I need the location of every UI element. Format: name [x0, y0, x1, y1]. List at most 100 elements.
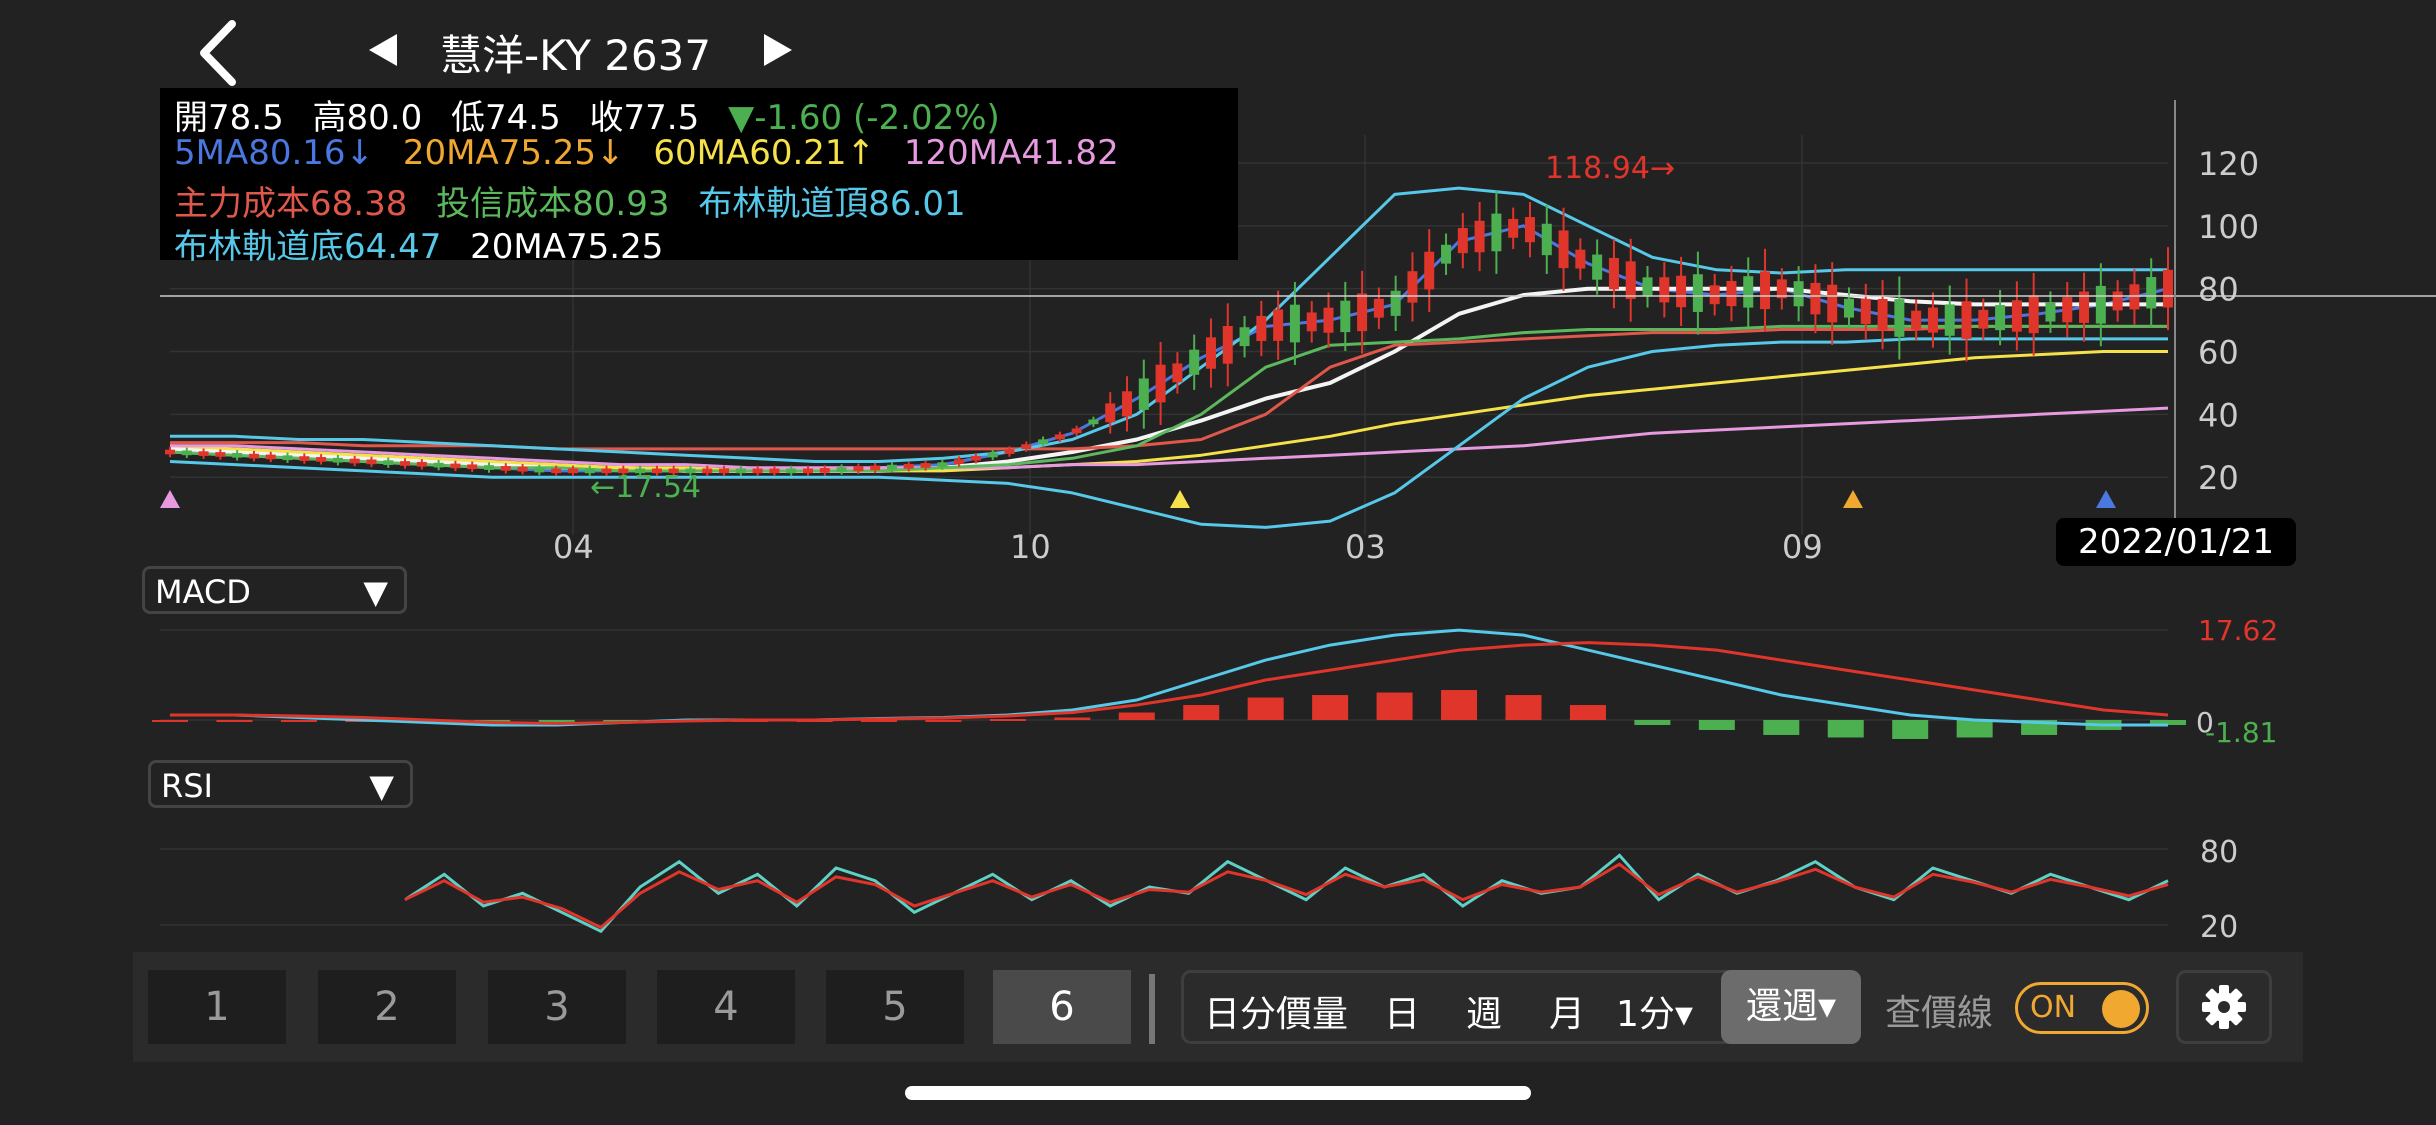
candle-body [165, 449, 175, 455]
candle-body [433, 462, 444, 468]
candle-body [332, 457, 343, 463]
period-day[interactable]: 日 [1384, 994, 1421, 1035]
period-intraday[interactable]: 日分價量 [1204, 994, 1349, 1035]
macd-bar [1183, 705, 1220, 720]
candle-body [1474, 220, 1485, 253]
candle-body [2079, 291, 2090, 323]
candle-body [265, 454, 276, 460]
min-price-label: ←17.54 [590, 470, 701, 505]
candle-body [1038, 439, 1049, 445]
close-price: 收77.5 [589, 98, 700, 138]
candle-body [181, 450, 192, 456]
candle-body [1659, 277, 1670, 303]
price-chart[interactable]: 120 100 80 60 40 20 04 10 03 09 118.94→ ←17.54 [0, 90, 2436, 560]
candle-body [970, 455, 981, 461]
candle-body [836, 467, 847, 472]
price-y-tick: 80 [2198, 271, 2239, 309]
ma20-value: 20MA75.25↓ [402, 133, 625, 173]
previous-stock-icon[interactable] [365, 30, 401, 70]
candle-body [1138, 378, 1149, 410]
candle-body [1155, 364, 1166, 403]
layout-tab-3[interactable]: 3 [488, 970, 626, 1044]
candle-body [1927, 307, 1938, 333]
rsi-selector[interactable]: RSI ▼ [148, 760, 413, 808]
candle-body [1592, 254, 1603, 280]
rsi-selector-label: RSI [161, 767, 213, 805]
layout-tab-2[interactable]: 2 [318, 970, 456, 1044]
candle-body [1323, 307, 1334, 333]
candle-body [786, 468, 797, 474]
candle-body [1273, 309, 1284, 341]
open-price: 開78.5 [174, 98, 284, 138]
lookup-line-toggle[interactable]: ON [2015, 982, 2149, 1034]
candle-body [1860, 298, 1871, 324]
candle-body [2028, 295, 2039, 334]
candle-body [1004, 449, 1015, 454]
week-return-button[interactable]: 還週▾ [1721, 970, 1861, 1044]
next-stock-icon[interactable] [760, 30, 796, 70]
candle-body [2062, 297, 2073, 323]
layout-tab-4[interactable]: 4 [657, 970, 795, 1044]
candle-body [500, 466, 511, 471]
macd-bar [1247, 697, 1284, 720]
candle-body [484, 465, 495, 470]
price-series-line [170, 406, 2169, 470]
candle-body [803, 468, 814, 474]
macd-grid [160, 629, 2168, 721]
macd-bar [2150, 720, 2186, 725]
candle-body [1357, 293, 1368, 332]
macd-selector[interactable]: MACD ▼ [142, 566, 407, 614]
marker-pink-triangle [160, 490, 180, 508]
back-chevron-icon[interactable] [190, 18, 250, 88]
max-price-label: 118.94→ [1545, 151, 1675, 186]
candle-body [920, 463, 931, 468]
candle-body [215, 452, 226, 457]
main-cost-value: 主力成本68.38 [174, 184, 408, 224]
toolbar-separator [1149, 974, 1155, 1044]
ma120-value: 120MA41.82 [903, 133, 1119, 173]
candle-body [668, 468, 679, 474]
price-axis-labels: 120 100 80 60 40 20 04 10 03 09 [553, 145, 2259, 560]
period-week[interactable]: 週 [1466, 994, 1503, 1035]
candle-body [1122, 391, 1133, 417]
macd-chart[interactable]: 17.62 0 -1.81 [0, 600, 2436, 760]
candle-body [1172, 363, 1183, 383]
price-series-line [170, 186, 2168, 463]
candle-body [1424, 251, 1435, 290]
candle-body [232, 452, 243, 458]
candle-body [248, 453, 259, 459]
macd-bar [1312, 695, 1349, 720]
lookup-line-label: 查價線 [1885, 993, 1994, 1034]
macd-bar [1827, 720, 1864, 738]
candle-body [1961, 301, 1972, 339]
home-indicator [905, 1086, 1531, 1100]
macd-bar [538, 720, 575, 722]
candle-body [1625, 261, 1636, 300]
macd-zero-label: 0 [2196, 706, 2214, 739]
candle-body [601, 468, 612, 474]
layout-tab-1[interactable]: 1 [148, 970, 286, 1044]
layout-tab-5[interactable]: 5 [826, 970, 964, 1044]
candle-body [2011, 300, 2022, 332]
candle-body [735, 468, 746, 474]
settings-button[interactable] [2176, 970, 2272, 1044]
ma5-value: 5MA80.16↓ [174, 133, 375, 173]
period-month[interactable]: 月 [1549, 994, 1586, 1035]
macd-bar [1634, 720, 1671, 725]
price-y-tick: 60 [2198, 334, 2239, 372]
candle-body [467, 464, 478, 470]
rsi-chart[interactable]: 80 20 [0, 800, 2436, 960]
candle-body [702, 468, 713, 474]
layout-tab-6[interactable]: 6 [993, 970, 1131, 1044]
macd-bar [1118, 712, 1155, 720]
rsi-grid [160, 848, 2168, 926]
marker-blue-triangle [2096, 490, 2116, 508]
bottom-toolbar: 1 2 3 4 5 6 日分價量 日 週 月 1分▾ 還週▾ 查價線 ON [133, 952, 2303, 1062]
macd-line [170, 641, 2169, 726]
period-selector: 日分價量 日 週 月 1分▾ [1181, 970, 1861, 1044]
price-y-tick: 40 [2198, 396, 2239, 434]
price-x-tick: 10 [1010, 528, 1051, 560]
gear-icon [2202, 985, 2246, 1029]
candle-body [1105, 403, 1116, 423]
period-minute[interactable]: 1分▾ [1616, 994, 1693, 1035]
